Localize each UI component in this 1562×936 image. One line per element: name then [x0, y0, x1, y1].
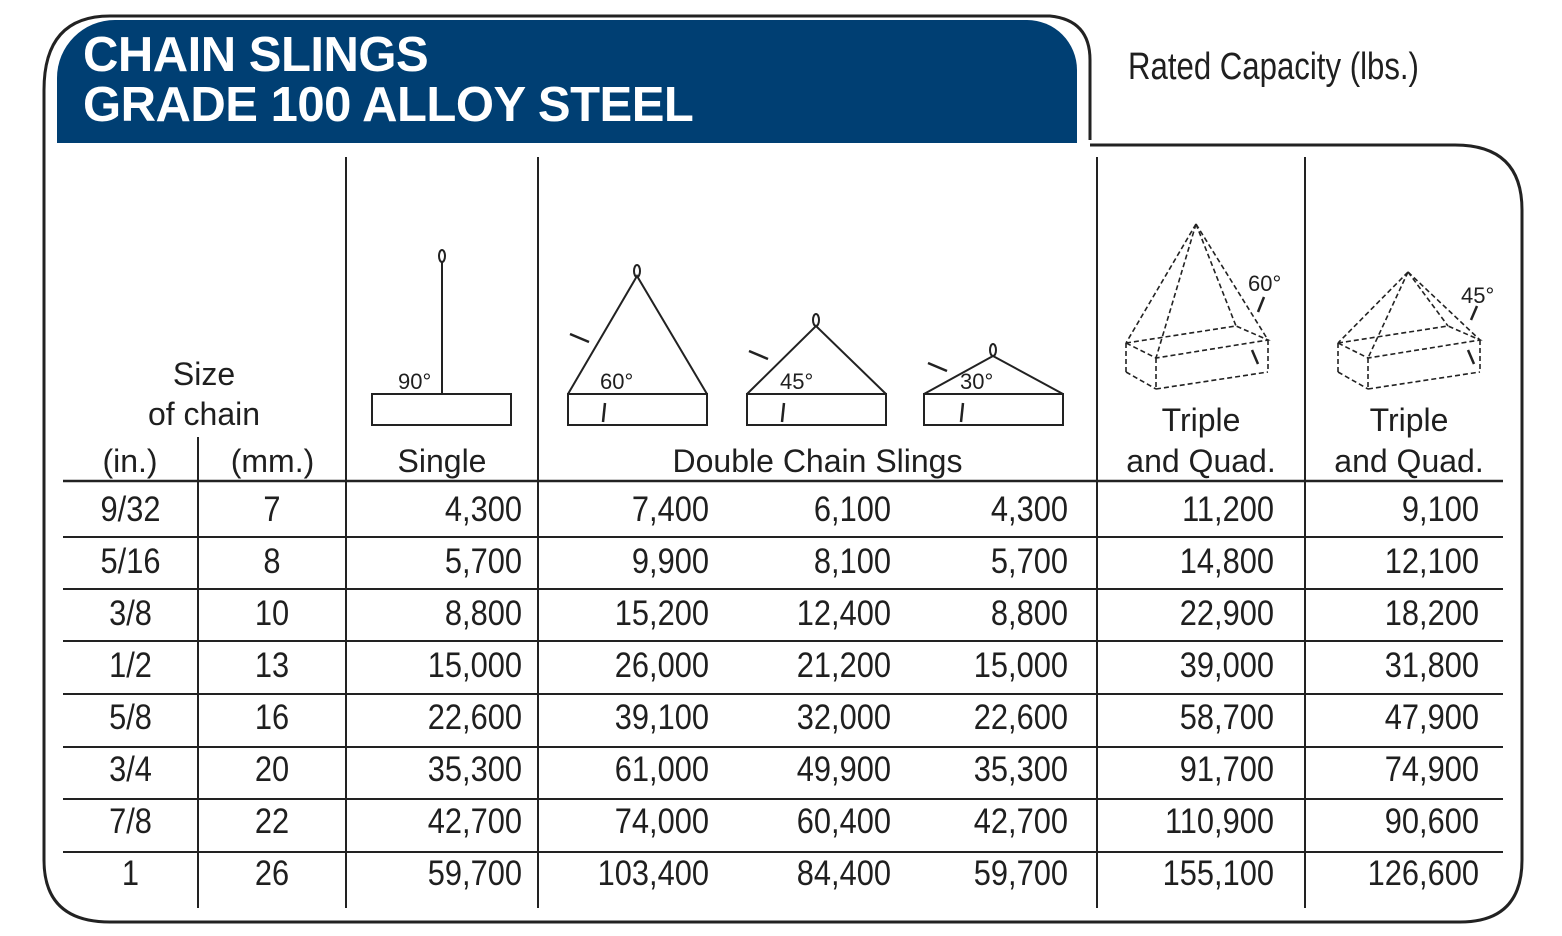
title-line-2: GRADE 100 ALLOY STEEL [83, 78, 694, 132]
table-cell: 13 [254, 646, 290, 685]
triple-quad-sling-60-icon [1123, 223, 1271, 390]
table-cell: 1 [121, 854, 140, 893]
table-cell: 74,000 [614, 802, 709, 841]
table-cell: 8 [263, 542, 281, 581]
double-chain-slings-label: Double Chain Slings [672, 443, 963, 479]
mm-label: (mm.) [230, 443, 315, 479]
table-cell: 9/32 [100, 490, 161, 529]
table-cell: 110,900 [1164, 802, 1274, 841]
table-cell: 126,600 [1367, 854, 1479, 893]
table-cell: 39,000 [1179, 646, 1274, 685]
table-cell: 8,100 [813, 542, 891, 581]
table-cell: 91,700 [1179, 750, 1274, 789]
single-label: Single [397, 443, 487, 479]
angle-90-label: 90° [398, 369, 432, 394]
of-chain-label: of chain [147, 396, 261, 432]
table-cell: 26 [254, 854, 290, 893]
table-cell: 10 [254, 594, 290, 633]
table-cell: 22 [254, 802, 290, 841]
table-cell: 5/16 [100, 542, 161, 581]
table-cell: 22,600 [973, 698, 1068, 737]
triple-45-label-1: Triple [1369, 402, 1449, 438]
table-cell: 4,300 [444, 490, 522, 529]
table-cell: 16 [254, 698, 290, 737]
triple-60-label-2: and Quad. [1126, 443, 1276, 479]
table-cell: 4,300 [990, 490, 1068, 529]
table-cell: 9,100 [1401, 490, 1479, 529]
page-title: CHAIN SLINGS GRADE 100 ALLOY STEEL [83, 28, 694, 132]
table-cell: 3/8 [109, 594, 152, 633]
table-cell: 9,900 [631, 542, 709, 581]
table-cell: 31,800 [1384, 646, 1479, 685]
table-cell: 47,900 [1384, 698, 1479, 737]
double-sling-45-icon [746, 313, 887, 426]
table-cell: 5,700 [990, 542, 1068, 581]
table-cell: 6,100 [813, 490, 891, 529]
triple-angle-60-label: 60° [1248, 271, 1282, 296]
table-cell: 35,300 [973, 750, 1068, 789]
table-cell: 74,900 [1384, 750, 1479, 789]
table-cell: 35,300 [427, 750, 522, 789]
table-cell: 18,200 [1384, 594, 1479, 633]
table-cell: 60,400 [796, 802, 891, 841]
double-sling-60-icon [567, 264, 708, 426]
double-sling-30-icon [923, 343, 1064, 426]
rated-capacity-label: Rated Capacity (lbs.) [1128, 46, 1419, 88]
single-sling-icon [371, 249, 512, 426]
in-label: (in.) [102, 443, 158, 479]
table-cell: 11,200 [1182, 490, 1274, 529]
table-cell: 84,400 [796, 854, 891, 893]
table-cell: 8,800 [444, 594, 522, 633]
table-cell: 12,400 [796, 594, 891, 633]
size-label: Size [172, 356, 236, 392]
triple-45-label-2: and Quad. [1334, 443, 1484, 479]
table-cell: 21,200 [796, 646, 891, 685]
triple-angle-45-label: 45° [1461, 283, 1495, 308]
table-cell: 26,000 [614, 646, 709, 685]
table-cell: 59,700 [427, 854, 522, 893]
table-cell: 58,700 [1179, 698, 1274, 737]
angle-45-label: 45° [780, 369, 814, 394]
table-cell: 103,400 [597, 854, 709, 893]
table-cell: 42,700 [973, 802, 1068, 841]
table-cell: 15,000 [973, 646, 1068, 685]
table-cell: 5,700 [444, 542, 522, 581]
table-cell: 12,100 [1384, 542, 1479, 581]
table-cell: 15,200 [614, 594, 709, 633]
table-cell: 15,000 [427, 646, 522, 685]
triple-quad-sling-45-icon [1335, 271, 1483, 390]
title-banner [57, 20, 1077, 143]
triple-60-label-1: Triple [1161, 402, 1241, 438]
table-cell: 22,600 [427, 698, 522, 737]
table-cell: 32,000 [796, 698, 891, 737]
table-cell: 3/4 [109, 750, 152, 789]
table-cell: 155,100 [1162, 854, 1274, 893]
angle-60-label: 60° [600, 369, 634, 394]
table-cell: 5/8 [109, 698, 152, 737]
table-cell: 1/2 [109, 646, 152, 685]
table-cell: 7/8 [109, 802, 152, 841]
table-cell: 42,700 [427, 802, 522, 841]
table-cell: 61,000 [614, 750, 709, 789]
table-cell: 7,400 [631, 490, 709, 529]
table-cell: 20 [254, 750, 290, 789]
table-cell: 90,600 [1384, 802, 1479, 841]
table-cell: 7 [263, 490, 281, 529]
table-cell: 59,700 [973, 854, 1068, 893]
angle-30-label: 30° [960, 369, 994, 394]
title-line-1: CHAIN SLINGS [83, 28, 429, 82]
table-cell: 22,900 [1179, 594, 1274, 633]
table-cell: 8,800 [990, 594, 1068, 633]
table-cell: 39,100 [614, 698, 709, 737]
table-cell: 14,800 [1179, 542, 1274, 581]
table-cell: 49,900 [796, 750, 891, 789]
